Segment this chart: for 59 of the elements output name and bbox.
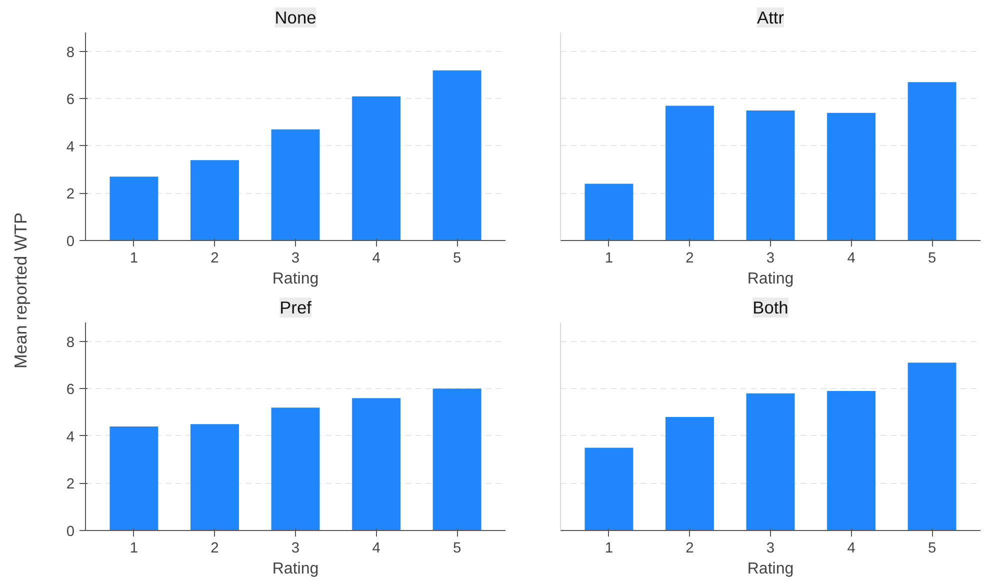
bar [352,398,400,530]
x-axis-title: Rating [747,560,794,578]
chart-title: Pref [280,298,312,318]
x-tick-label: 5 [452,540,462,556]
x-axis-title: Rating [747,270,794,288]
x-tick-label: 1 [130,250,138,266]
bar [190,424,239,530]
y-tick-label: 4 [66,139,75,156]
bar [110,426,158,530]
y-tick-label: 8 [66,334,75,351]
y-tick-label: 4 [66,429,75,446]
bar [908,362,956,530]
bar [352,96,400,240]
bar [666,106,714,240]
x-tick-label: 3 [291,540,300,556]
x-tick-label: 3 [766,540,775,556]
bar [827,112,876,240]
bar [746,110,795,240]
bar [827,391,876,530]
x-tick-label: 5 [928,540,936,556]
x-tick-label: 4 [372,540,380,556]
y-tick-label: 2 [66,476,75,493]
bar [432,70,482,240]
bar [432,388,482,530]
x-tick-label: 2 [686,250,694,266]
y-tick-label: 0 [66,234,75,250]
chart-title: None [274,8,316,28]
y-tick-label: 6 [66,92,75,108]
bar [110,176,158,240]
chart-title: Attr [757,8,784,28]
x-axis-title: Rating [272,560,319,578]
chart-title: Both [752,298,788,318]
x-tick-label: 3 [291,250,300,266]
x-tick-label: 1 [604,250,614,266]
x-tick-label: 3 [766,250,775,266]
x-tick-label: 4 [372,250,380,266]
bar [271,129,320,240]
bar [271,408,320,530]
bar [666,417,714,530]
x-tick-label: 2 [210,250,219,266]
bar [746,393,795,530]
y-tick-label: 8 [66,44,75,61]
x-tick-label: 2 [686,540,694,556]
x-tick-label: 2 [210,540,219,556]
y-tick-label: 0 [66,524,75,540]
x-tick-label: 1 [604,540,614,556]
y-axis-title: Mean reported WTP [10,212,30,369]
y-tick-label: 2 [66,186,75,203]
x-tick-label: 5 [928,250,936,266]
bar [908,82,956,240]
y-tick-label: 6 [66,382,75,398]
x-tick-label: 1 [130,540,138,556]
x-tick-label: 4 [847,250,856,266]
bar [584,184,634,240]
bar [584,448,634,530]
x-axis-title: Rating [272,270,319,288]
x-tick-label: 5 [452,250,462,266]
x-tick-label: 4 [847,540,856,556]
bar [190,160,239,240]
